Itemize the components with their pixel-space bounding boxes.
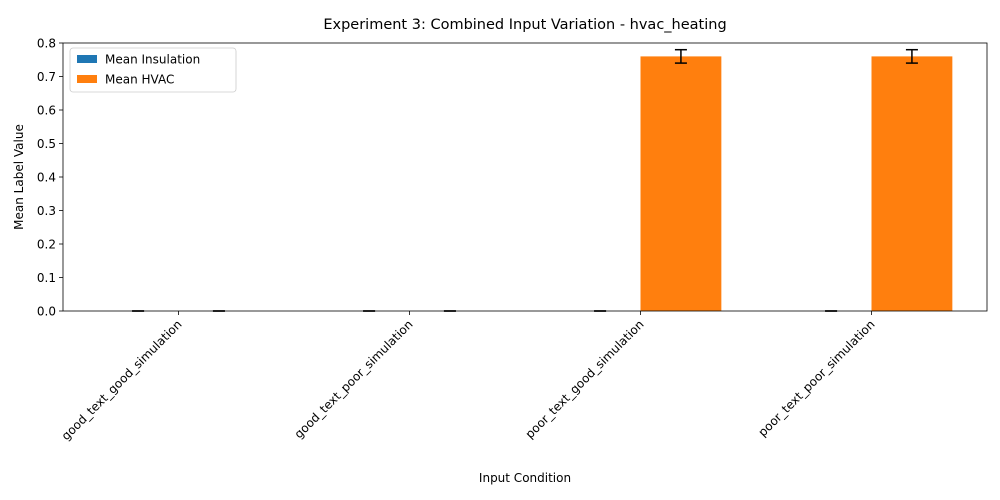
x-tick-label: poor_text_poor_simulation <box>755 317 877 439</box>
x-tick-label: good_text_poor_simulation <box>292 317 416 441</box>
legend-box <box>69 47 237 93</box>
y-tick-label: 0.4 <box>37 171 56 185</box>
x-tick-label: good_text_good_simulation <box>59 317 185 443</box>
x-axis-label: Input Condition <box>479 471 571 485</box>
x-axis: good_text_good_simulation good_text_poor_… <box>59 311 878 443</box>
legend: Mean Insulation Mean HVAC <box>69 47 237 93</box>
bar <box>871 56 953 312</box>
x-tick-label: poor_text_good_simulation <box>523 317 647 441</box>
y-axis: 0.0 0.1 0.2 0.3 0.4 0.5 0.6 0.7 0.8 <box>37 37 63 319</box>
y-tick-label: 0.5 <box>37 137 56 151</box>
y-axis-label: Mean Label Value <box>12 124 26 230</box>
y-tick-label: 0.7 <box>37 70 56 84</box>
bar <box>640 56 722 312</box>
y-tick-label: 0.2 <box>37 238 56 252</box>
plot-frame <box>62 42 988 312</box>
y-tick-label: 0.1 <box>37 271 56 285</box>
plot-area <box>132 48 953 312</box>
legend-label: Mean Insulation <box>105 53 200 67</box>
chart-title: Experiment 3: Combined Input Variation -… <box>323 17 726 33</box>
legend-swatch <box>77 75 97 83</box>
legend-label: Mean HVAC <box>105 73 174 87</box>
legend-swatch <box>77 55 97 63</box>
y-tick-label: 0.3 <box>37 204 56 218</box>
y-tick-label: 0.6 <box>37 104 56 118</box>
y-tick-label: 0.8 <box>37 37 56 51</box>
y-tick-label: 0.0 <box>37 305 56 319</box>
